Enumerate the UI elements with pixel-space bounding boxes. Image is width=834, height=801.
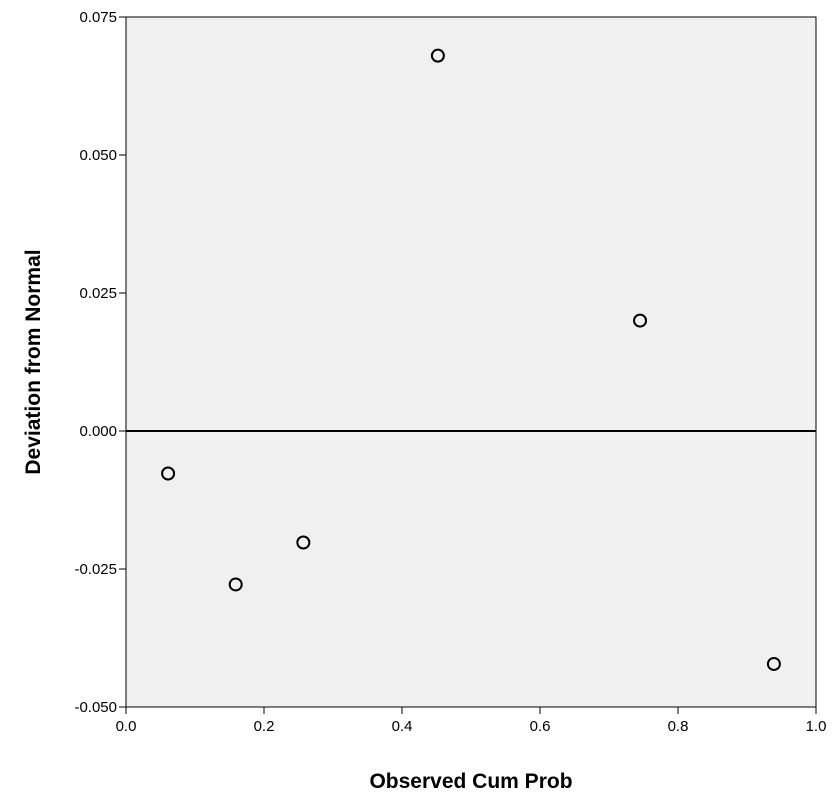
- x-tick-label: 0.2: [254, 718, 275, 735]
- x-axis-title: Observed Cum Prob: [369, 770, 572, 793]
- y-axis-title: Deviation from Normal: [22, 249, 45, 474]
- y-tick-label: 0.025: [79, 285, 117, 302]
- x-tick-label: 0.6: [530, 718, 551, 735]
- y-tick-label: -0.050: [74, 699, 117, 716]
- x-tick-label: 0.8: [668, 718, 689, 735]
- y-ticks: -0.050 -0.025 0.000 0.025 0.050 0.075: [74, 9, 126, 716]
- x-tick-label: 0.0: [116, 718, 137, 735]
- x-ticks: 0.0 0.2 0.4 0.6 0.8 1.0: [116, 707, 827, 735]
- x-tick-label: 1.0: [806, 718, 827, 735]
- data-point: [766, 656, 781, 671]
- data-point: [430, 48, 445, 63]
- data-point: [633, 313, 648, 328]
- data-point: [161, 466, 176, 481]
- plot-area: [125, 16, 817, 708]
- y-tick-label: 0.075: [79, 9, 117, 26]
- y-tick-label: -0.025: [74, 561, 117, 578]
- y-tick-label: 0.050: [79, 147, 117, 164]
- x-tick-label: 0.4: [392, 718, 413, 735]
- data-points: [161, 48, 781, 671]
- data-point: [296, 535, 311, 550]
- y-tick-label: 0.000: [79, 423, 117, 440]
- data-point: [228, 577, 243, 592]
